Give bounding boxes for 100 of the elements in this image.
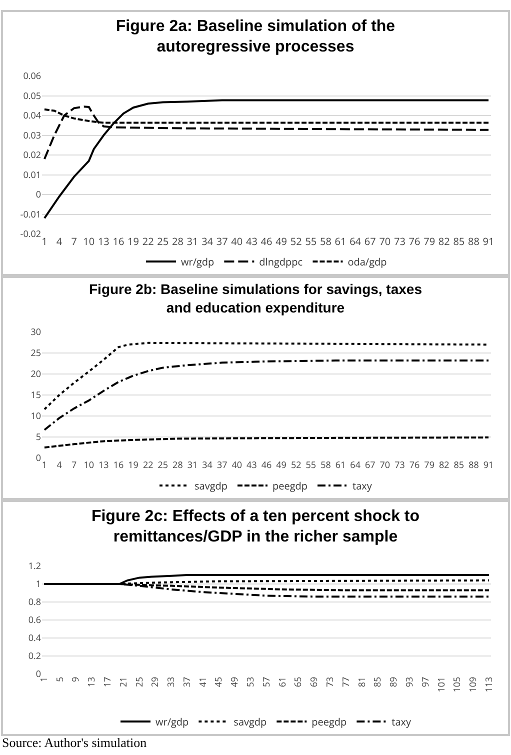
legend-label: savgdp [234,714,267,728]
y-tick-label: 10 [30,409,41,422]
x-tick-label: 109 [466,676,480,692]
x-tick-label: 7 [71,458,77,471]
legend-label: peegdp [272,478,308,492]
x-tick-label: 17 [100,676,114,688]
y-tick-label: -0.02 [20,227,41,240]
y-tick-label: 15 [30,388,41,402]
x-tick-label: 5 [52,676,66,682]
y-tick-label: 0.01 [23,168,41,181]
x-tick-label: 73 [323,676,336,688]
x-tick-label: 29 [148,676,162,688]
x-tick-label: 82 [438,234,450,248]
x-tick-label: 4 [56,234,62,248]
x-tick-label: 88 [468,458,479,471]
x-tick-label: 61 [275,676,288,688]
x-tick-label: 79 [424,458,434,471]
x-tick-label: 34 [202,458,212,471]
x-tick-label: 67 [364,234,376,248]
x-tick-label: 25 [158,458,168,471]
y-tick-label: 0.4 [28,631,41,644]
x-tick-label: 25 [132,676,146,688]
x-tick-label: 52 [290,458,302,471]
x-tick-label: 16 [112,234,124,248]
x-tick-label: 88 [468,234,480,248]
x-tick-label: 19 [128,234,140,248]
x-tick-label: 91 [483,458,494,471]
x-tick-label: 73 [394,234,406,248]
x-tick-label: 49 [276,458,286,471]
x-tick-label: 40 [231,234,243,248]
x-tick-label: 41 [196,676,209,688]
x-tick-label: 13 [98,458,109,471]
x-tick-label: 55 [306,458,316,471]
y-tick-label: 0.8 [28,595,41,608]
x-tick-label: 10 [84,458,94,471]
x-tick-label: 97 [418,676,432,688]
x-tick-label: 22 [142,458,154,471]
legend-label: wr/gdp [181,254,214,268]
y-tick-label: 0.05 [23,88,41,102]
x-tick-label: 13 [84,676,98,688]
y-tick-label: 0.2 [28,649,41,662]
x-tick-label: 67 [364,458,376,471]
y-tick-label: 1.2 [28,559,41,572]
y-tick-label: 30 [30,325,41,338]
x-tick-label: 7 [71,234,78,248]
x-tick-label: 57 [259,676,272,688]
x-tick-label: 89 [386,676,400,688]
x-tick-label: 64 [350,234,362,248]
x-tick-label: 93 [402,676,416,688]
x-tick-label: 58 [320,458,331,471]
chart-title: Figure 2b: Baseline simulations for savings, taxes and education expenditure [89,281,422,316]
x-tick-label: 4 [56,458,62,471]
x-tick-label: 9 [68,676,82,682]
x-tick-label: 13 [98,234,110,248]
y-tick-label: 20 [30,367,41,380]
y-tick-label: 0.02 [23,148,41,162]
x-tick-label: 113 [482,676,495,692]
x-tick-label: 70 [379,234,391,248]
legend-label: savgdp [194,478,228,492]
x-tick-label: 10 [83,234,95,248]
y-tick-label: 5 [36,430,41,444]
x-tick-label: 105 [450,676,464,692]
y-tick-label: 0 [36,451,41,464]
x-tick-label: 16 [113,458,124,471]
x-tick-label: 82 [438,458,450,471]
x-tick-label: 34 [202,234,214,248]
x-tick-label: 25 [157,234,169,248]
x-tick-label: 85 [370,676,384,688]
x-tick-label: 55 [305,234,317,248]
legend-label: dlngdppc [259,254,303,268]
x-tick-label: 46 [260,234,272,248]
x-tick-label: 91 [482,234,494,248]
x-tick-label: 46 [261,458,272,471]
x-tick-label: 45 [212,676,225,688]
x-tick-label: 49 [228,676,241,688]
x-tick-label: 19 [128,458,138,471]
y-tick-label: 0.04 [23,108,41,122]
x-tick-label: 81 [354,676,368,688]
y-tick-label: 25 [30,346,41,360]
x-tick-label: 31 [187,458,198,471]
x-tick-label: 65 [291,676,304,688]
x-tick-label: 43 [246,458,257,471]
y-tick-label: 0.6 [28,613,41,626]
x-tick-label: 28 [172,234,184,248]
x-tick-label: 85 [454,458,464,471]
x-tick-label: 28 [172,458,183,471]
x-tick-label: 76 [409,458,420,471]
x-tick-label: 79 [424,234,436,248]
x-tick-label: 33 [164,676,178,688]
x-tick-label: 85 [453,234,465,248]
legend-label: oda/gdp [348,254,387,268]
x-tick-label: 64 [350,458,360,471]
x-tick-label: 31 [186,234,198,248]
x-tick-label: 61 [335,458,346,471]
x-tick-label: 77 [338,676,352,688]
x-tick-label: 61 [334,234,346,248]
x-tick-label: 73 [394,458,405,471]
chart-title: Figure 2c: Effects of a ten percent shock to remittances/GDP in the richer sample [91,508,420,546]
legend-label: wr/gdp [156,714,189,728]
x-tick-label: 22 [142,234,154,248]
